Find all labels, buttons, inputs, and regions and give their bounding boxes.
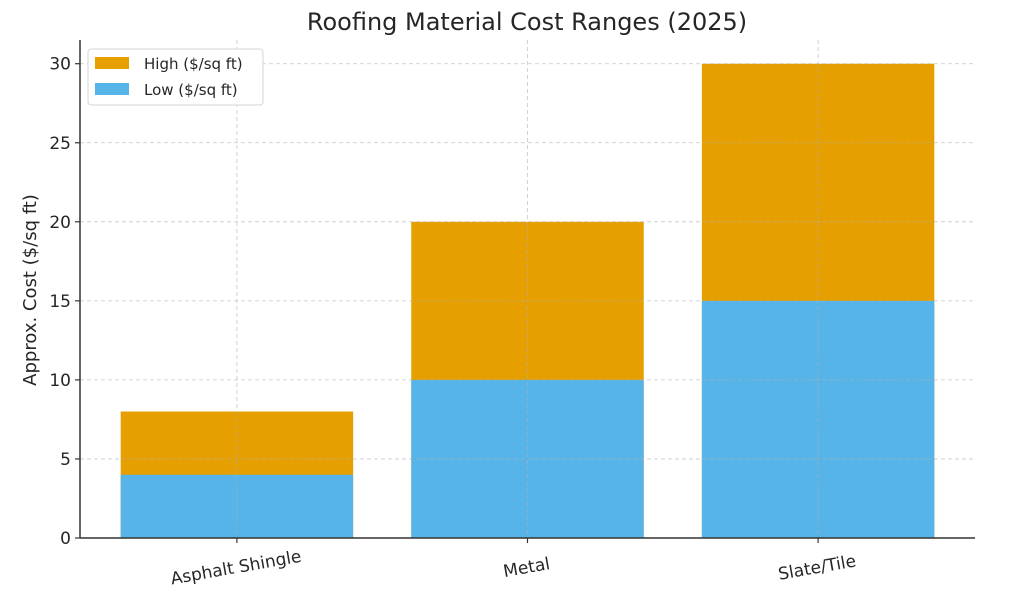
- y-tick-label: 30: [49, 55, 71, 75]
- y-tick-label: 10: [49, 371, 71, 391]
- legend-swatch: [95, 83, 129, 95]
- y-tick-label: 15: [49, 292, 71, 312]
- legend: High ($/sq ft) Low ($/sq ft): [87, 48, 264, 106]
- y-tick-label: 0: [60, 529, 71, 549]
- chart-title: Roofing Material Cost Ranges (2025): [307, 8, 747, 36]
- x-tick-label: Slate/Tile: [777, 551, 858, 584]
- y-axis-label: Approx. Cost ($/sq ft): [20, 194, 41, 386]
- y-tick-label: 20: [49, 213, 71, 233]
- x-tick-label: Asphalt Shingle: [169, 547, 303, 590]
- y-tick-label: 5: [60, 450, 71, 470]
- legend-label: Low ($/sq ft): [144, 81, 238, 99]
- bar-low: [120, 474, 354, 538]
- legend-frame: [87, 48, 264, 106]
- x-tick-label: Metal: [502, 554, 552, 582]
- y-tick-label: 25: [49, 134, 71, 154]
- legend-swatch: [95, 57, 129, 69]
- legend-label: High ($/sq ft): [144, 55, 243, 73]
